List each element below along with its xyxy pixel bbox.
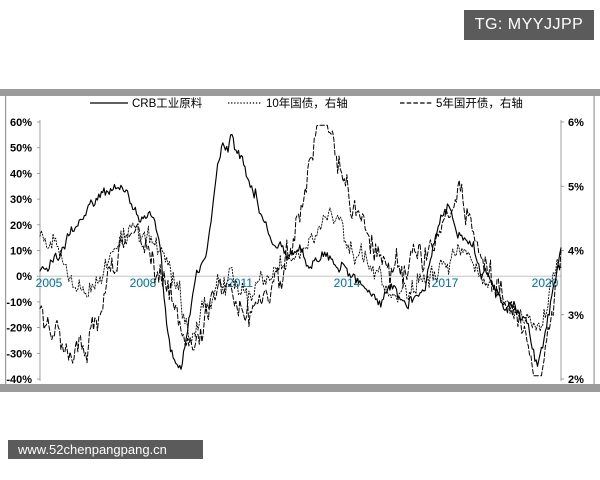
svg-text:4%: 4%: [568, 246, 584, 258]
svg-text:10年国债，右轴: 10年国债，右轴: [266, 96, 348, 110]
svg-text:5%: 5%: [568, 181, 584, 193]
svg-text:60%: 60%: [10, 117, 32, 129]
svg-text:CRB工业原料: CRB工业原料: [132, 96, 203, 110]
svg-text:10%: 10%: [10, 246, 32, 258]
svg-text:2005: 2005: [36, 276, 63, 290]
svg-text:40%: 40%: [10, 168, 32, 180]
svg-text:-20%: -20%: [6, 323, 32, 335]
svg-text:-10%: -10%: [6, 297, 32, 309]
svg-text:2008: 2008: [130, 276, 157, 290]
svg-text:20%: 20%: [10, 220, 32, 232]
svg-text:30%: 30%: [10, 194, 32, 206]
svg-text:-40%: -40%: [6, 374, 32, 386]
svg-text:5年国开债，右轴: 5年国开债，右轴: [436, 96, 523, 110]
svg-text:-30%: -30%: [6, 348, 32, 360]
svg-text:2%: 2%: [568, 374, 584, 386]
svg-text:50%: 50%: [10, 143, 32, 155]
svg-text:2014: 2014: [334, 276, 361, 290]
svg-text:3%: 3%: [568, 310, 584, 322]
svg-text:0%: 0%: [16, 271, 32, 283]
svg-text:6%: 6%: [568, 117, 584, 129]
